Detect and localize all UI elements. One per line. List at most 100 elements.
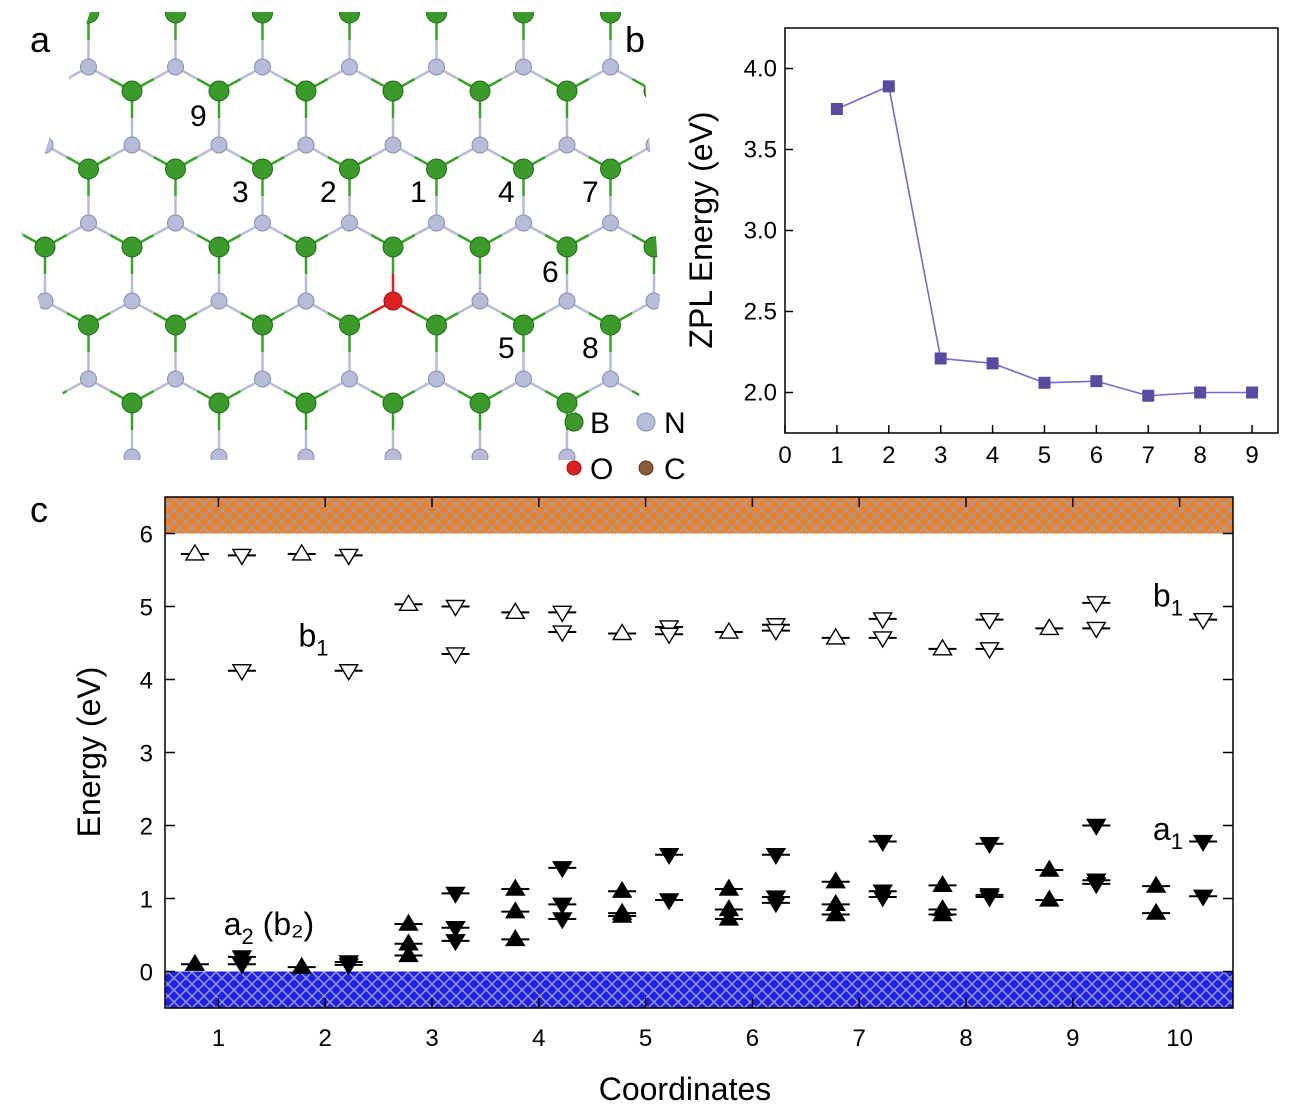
data-point (882, 80, 895, 93)
bond (241, 535, 263, 547)
bond (89, 469, 111, 481)
bond (653, 143, 660, 159)
atom-b (469, 392, 491, 414)
bond (44, 455, 68, 460)
x-tick-label: 0 (778, 442, 791, 469)
legend-marker-o (566, 460, 582, 476)
atom-b (34, 392, 56, 414)
filled-spin-down-level (979, 837, 1000, 855)
y-tick-label: 2 (140, 814, 153, 841)
atom-n (210, 292, 228, 310)
atom-n (515, 370, 532, 388)
atom-o (383, 291, 403, 311)
empty-spin-down-level (658, 627, 680, 645)
filled-spin-down-level (231, 957, 253, 975)
atom-b (0, 3, 12, 23)
atom-b (427, 471, 447, 491)
x-tick-label: 9 (1245, 442, 1258, 469)
atom-n (646, 605, 662, 621)
atom-n (558, 292, 576, 310)
atom-b (382, 80, 404, 102)
atom-b (339, 158, 360, 180)
bond (524, 469, 546, 481)
bond (676, 535, 698, 547)
atom-b (470, 549, 490, 569)
legend-marker-n (636, 412, 656, 432)
chart-c-bands (165, 497, 1233, 1008)
atom-b (0, 627, 12, 647)
atom-n (124, 605, 140, 621)
legend-marker-c (638, 460, 654, 476)
bond (219, 0, 241, 1)
bond (415, 535, 437, 547)
empty-spin-down-level (231, 664, 253, 682)
filled-spin-up-level (291, 956, 312, 974)
bond (0, 1, 2, 13)
filled-spin-up-level (505, 901, 526, 919)
bond (458, 547, 480, 559)
y-tick-label: 3 (140, 741, 153, 768)
atom-n (211, 605, 227, 621)
atom-b (643, 392, 660, 414)
atom-n (645, 136, 660, 154)
atom-b (600, 314, 621, 336)
legend-label-b: B (590, 407, 610, 440)
atom-n (80, 58, 97, 76)
y-tick-label: 2.0 (744, 380, 777, 407)
atom-n (428, 58, 445, 76)
bond (632, 613, 654, 625)
atom-n (471, 136, 489, 154)
chart-c-x-label: Coordinates (599, 1071, 772, 1107)
y-tick-label: 1 (140, 887, 153, 914)
atom-n (167, 58, 184, 76)
bond (415, 469, 437, 481)
atom-n (428, 214, 445, 232)
annotation-b1-left: b1 (299, 618, 329, 661)
bond (676, 1, 698, 13)
bond (284, 0, 306, 1)
empty-spin-up-level (291, 543, 312, 561)
bond (20, 155, 24, 171)
atom-n (167, 370, 184, 388)
bond (241, 625, 263, 637)
atom-n (123, 136, 141, 154)
atom-n (690, 59, 706, 75)
atom-b (165, 314, 186, 336)
atom-n (297, 292, 315, 310)
legend-label-c: C (664, 453, 686, 486)
y-tick-label: 4 (140, 668, 153, 695)
bond (23, 613, 45, 625)
atom-b (252, 12, 273, 24)
bond (328, 535, 350, 547)
bond (350, 625, 372, 637)
bond (480, 547, 502, 559)
bond (263, 469, 285, 481)
filled-spin-up-level (184, 953, 206, 971)
atom-b (644, 549, 664, 569)
bond (2, 469, 24, 481)
bond (588, 12, 612, 15)
atom-b (688, 3, 708, 23)
bond (611, 535, 633, 547)
atom-b (34, 236, 56, 258)
bond (676, 67, 698, 79)
atom-b (469, 80, 491, 102)
atom-b (78, 158, 99, 180)
bond (393, 613, 415, 625)
bond (240, 12, 264, 15)
filled-spin-down-level (872, 834, 893, 852)
bond (67, 469, 89, 481)
atom-n (37, 605, 53, 621)
bond (0, 379, 2, 391)
x-tick-label: 2 (319, 1025, 332, 1052)
atom-b (121, 236, 143, 258)
y-tick-label: 3.5 (744, 137, 777, 164)
empty-spin-down-level (445, 647, 466, 665)
bond (263, 535, 285, 547)
bond (66, 12, 90, 15)
atom-n (428, 370, 445, 388)
legend-label-o: O (590, 453, 613, 486)
bond (435, 12, 459, 15)
filled-spin-down-level (1086, 818, 1107, 836)
annotation-a1: a1 (1153, 811, 1183, 854)
